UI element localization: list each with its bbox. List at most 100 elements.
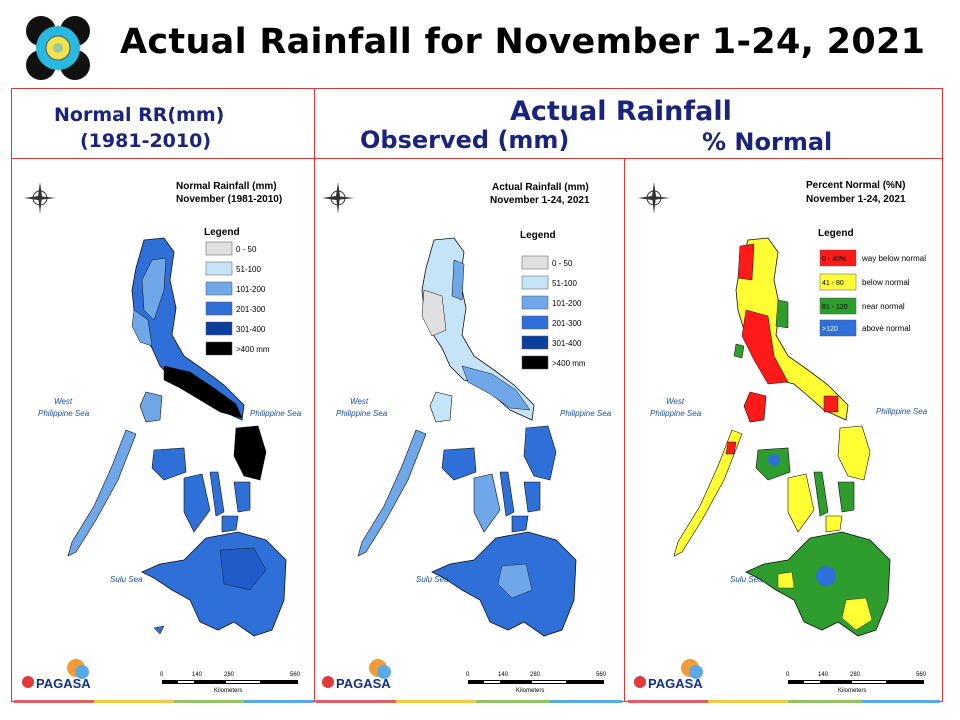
svg-text:>400 mm: >400 mm	[552, 359, 586, 368]
scale-bar: 0 140 280 560 Kilometers	[786, 672, 927, 694]
negros-island	[183, 473, 211, 533]
svg-text:140: 140	[818, 672, 829, 678]
svg-text:140: 140	[498, 672, 509, 678]
svg-text:140: 140	[192, 672, 203, 678]
svg-text:81 - 120: 81 - 120	[822, 304, 848, 311]
mindanao-island	[141, 531, 287, 637]
svg-text:560: 560	[596, 672, 607, 678]
footer-bar	[862, 700, 940, 703]
samar-island	[233, 425, 267, 481]
percent-column-title: % Normal	[702, 128, 833, 156]
divider	[11, 158, 943, 159]
sea-label: Philippine Sea	[650, 409, 702, 418]
cebu-island	[499, 471, 515, 517]
sea-label: West	[350, 397, 369, 406]
pagasa-logo-icon: PAGASA	[634, 659, 703, 691]
compass-rose-icon	[322, 182, 354, 214]
map-subtitle: November (1981-2010)	[176, 194, 282, 205]
actual-column-title: Actual Rainfall	[510, 96, 732, 127]
negros-island	[787, 473, 815, 533]
negros-island	[473, 473, 501, 533]
panay-island	[151, 447, 187, 481]
svg-text:>120: >120	[822, 326, 838, 333]
pagasa-logo-icon: PAGASA	[322, 659, 391, 691]
svg-text:280: 280	[224, 672, 235, 678]
legend-item: 101-200	[205, 281, 266, 296]
svg-text:0 - 50: 0 - 50	[552, 259, 573, 268]
leyte-island	[523, 481, 541, 513]
sea-label: West	[666, 397, 685, 406]
footer-bar	[628, 700, 708, 703]
luzon-region	[735, 237, 849, 421]
footer-bar	[396, 700, 476, 703]
cebu-island	[209, 471, 225, 517]
legend-title: Legend	[818, 228, 854, 239]
svg-text:101-200: 101-200	[236, 285, 266, 294]
svg-text:51-100: 51-100	[236, 265, 261, 274]
legend-item: 0 - 50	[521, 255, 573, 270]
svg-text:301-400: 301-400	[552, 339, 582, 348]
mindoro-island	[429, 391, 453, 423]
actual-rainfall-map: Actual Rainfall (mm) November 1-24, 2021…	[316, 160, 622, 700]
legend-item: 81 - 120 near normal	[819, 297, 905, 315]
leyte-island	[233, 481, 251, 513]
observed-column-title: Observed (mm)	[360, 126, 570, 154]
legend-item: 51-100	[521, 275, 577, 290]
svg-text:way below normal: way below normal	[861, 254, 926, 263]
legend-item: 201-300	[205, 301, 266, 316]
palawan-island	[357, 429, 427, 557]
svg-text:Kilometers: Kilometers	[516, 688, 544, 694]
svg-text:280: 280	[530, 672, 541, 678]
svg-text:0: 0	[466, 672, 470, 678]
legend-title: Legend	[520, 230, 556, 241]
pagasa-logo-icon: PAGASA	[22, 659, 91, 691]
svg-text:560: 560	[916, 672, 927, 678]
svg-text:below normal: below normal	[862, 278, 910, 287]
legend-item: 301-400	[521, 335, 582, 350]
sea-label: Sulu Sea	[416, 575, 449, 584]
svg-text:>400 mm: >400 mm	[236, 345, 270, 354]
page-title: Actual Rainfall for November 1-24, 2021	[120, 22, 926, 62]
compass-rose-icon	[24, 182, 56, 214]
svg-text:201-300: 201-300	[236, 305, 266, 314]
legend-item: >400 mm	[521, 355, 586, 370]
footer-bar	[788, 700, 862, 703]
legend-item: 201-300	[521, 315, 582, 330]
svg-text:101-200: 101-200	[552, 299, 582, 308]
divider	[314, 88, 315, 702]
svg-text:280: 280	[850, 672, 861, 678]
footer-bar	[14, 700, 94, 703]
cebu-island	[813, 471, 829, 517]
footer-bar	[708, 700, 788, 703]
divider	[624, 158, 625, 702]
normal-column-period: (1981-2010)	[80, 130, 212, 152]
legend-item: >120 above normal	[819, 319, 911, 337]
svg-text:51-100: 51-100	[552, 279, 577, 288]
footer-bar	[476, 700, 550, 703]
pagasa-emblem-icon	[24, 14, 92, 82]
map-subtitle: November 1-24, 2021	[490, 195, 590, 206]
legend-title: Legend	[204, 227, 240, 238]
scale-bar: 0 140 280 560 Kilometers	[160, 672, 301, 694]
agency-label: PAGASA	[336, 676, 391, 691]
legend-item: 301-400	[205, 321, 266, 336]
sea-label: Sulu Sea	[110, 575, 143, 584]
agency-label: PAGASA	[648, 676, 703, 691]
panay-island	[441, 447, 477, 481]
legend-item: 0 - 50	[205, 241, 257, 256]
map-title: Actual Rainfall (mm)	[492, 182, 589, 193]
legend-item: >400 mm	[205, 341, 270, 356]
svg-text:0 - 40%: 0 - 40%	[822, 256, 846, 263]
svg-text:41 - 80: 41 - 80	[822, 280, 844, 287]
normal-column-title: Normal RR(mm)	[54, 104, 225, 126]
legend-item: 101-200	[521, 295, 582, 310]
mindoro-island	[743, 391, 767, 423]
normal-rainfall-map: Normal Rainfall (mm) November (1981-2010…	[14, 160, 320, 700]
svg-text:560: 560	[290, 672, 301, 678]
svg-text:0: 0	[786, 672, 790, 678]
svg-text:Kilometers: Kilometers	[838, 688, 866, 694]
scale-bar: 0 140 280 560 Kilometers	[466, 672, 607, 694]
mindoro-island	[139, 391, 163, 423]
palawan-island	[67, 429, 137, 557]
footer-bar	[244, 700, 314, 703]
